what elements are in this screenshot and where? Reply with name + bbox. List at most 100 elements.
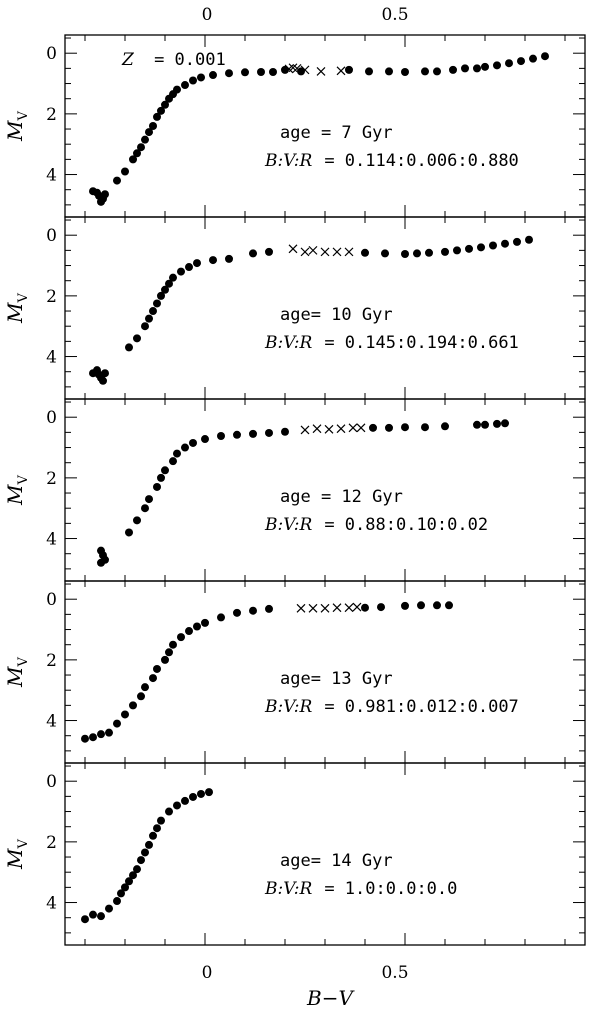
data-point bbox=[181, 796, 189, 805]
data-point bbox=[433, 67, 441, 76]
data-point bbox=[481, 420, 489, 429]
y-axis-title-main: M bbox=[3, 302, 27, 324]
y-tick-label: 4 bbox=[46, 530, 57, 550]
data-point bbox=[297, 67, 305, 76]
data-point bbox=[157, 816, 165, 825]
data-point bbox=[113, 897, 121, 906]
data-point bbox=[201, 435, 209, 444]
dot-series bbox=[81, 601, 453, 743]
data-point bbox=[185, 627, 193, 636]
ratio-label: B:V:R = 0.145:0.194:0.661 bbox=[264, 333, 519, 353]
data-point bbox=[125, 528, 133, 537]
data-point bbox=[89, 733, 97, 742]
data-point bbox=[197, 73, 205, 82]
age-label: age= 14 Gyr bbox=[280, 851, 393, 871]
data-point bbox=[185, 263, 193, 272]
data-point bbox=[129, 701, 137, 710]
data-point bbox=[461, 64, 469, 73]
metallicity-label: Z = 0.001 bbox=[121, 50, 226, 70]
cross-point bbox=[336, 66, 346, 76]
data-point bbox=[269, 68, 277, 77]
data-point bbox=[453, 246, 461, 255]
data-point bbox=[141, 848, 149, 857]
data-point bbox=[449, 65, 457, 74]
top-xtick-label-1: 0.5 bbox=[381, 5, 408, 25]
data-point bbox=[233, 608, 241, 617]
data-point bbox=[529, 54, 537, 63]
data-point bbox=[385, 423, 393, 432]
data-point bbox=[345, 65, 353, 74]
data-point bbox=[417, 601, 425, 610]
y-tick-label: 4 bbox=[46, 166, 57, 186]
data-point bbox=[201, 618, 209, 627]
y-tick-label: 0 bbox=[46, 44, 57, 64]
data-point bbox=[121, 883, 129, 892]
y-axis-title-main: M bbox=[3, 120, 27, 142]
data-point bbox=[225, 254, 233, 263]
cross-point bbox=[344, 603, 354, 613]
data-point bbox=[121, 167, 129, 176]
cross-point bbox=[300, 65, 310, 75]
data-point bbox=[177, 633, 185, 642]
y-tick-label: 0 bbox=[46, 226, 57, 246]
data-point bbox=[233, 430, 241, 439]
ratio-label: B:V:R = 1.0:0.0:0.0 bbox=[264, 879, 457, 899]
data-point bbox=[149, 831, 157, 840]
data-point bbox=[169, 640, 177, 649]
data-point bbox=[137, 692, 145, 701]
data-point bbox=[81, 734, 89, 743]
data-point bbox=[129, 155, 137, 164]
data-point bbox=[157, 106, 165, 115]
cross-point bbox=[344, 247, 354, 257]
ratio-label: B:V:R = 0.114:0.006:0.880 bbox=[264, 151, 519, 171]
data-point bbox=[365, 67, 373, 76]
y-axis-title-sub: V bbox=[16, 838, 31, 849]
age-label: age= 10 Gyr bbox=[280, 305, 393, 325]
ratio-label: B:V:R = 0.981:0.012:0.007 bbox=[264, 697, 519, 717]
data-point bbox=[161, 466, 169, 475]
cross-point bbox=[352, 602, 362, 612]
ratio-prefix: B:V:R bbox=[264, 333, 313, 353]
cross-point bbox=[336, 424, 346, 434]
data-point bbox=[145, 840, 153, 849]
data-point bbox=[241, 68, 249, 77]
data-point bbox=[145, 128, 153, 137]
y-tick-label: 4 bbox=[46, 894, 57, 914]
data-point bbox=[513, 237, 521, 246]
data-point bbox=[169, 457, 177, 466]
ratio-value: = 0.88:0.10:0.02 bbox=[324, 515, 488, 535]
data-point bbox=[97, 730, 105, 739]
data-point bbox=[153, 664, 161, 673]
x-axis-title: B−V bbox=[306, 986, 355, 1010]
data-point bbox=[125, 877, 133, 886]
data-point bbox=[217, 613, 225, 622]
data-point bbox=[133, 865, 141, 874]
data-point bbox=[157, 291, 165, 300]
data-point bbox=[105, 728, 113, 737]
data-point bbox=[165, 648, 173, 657]
data-point bbox=[493, 419, 501, 428]
top-xtick-label-0: 0 bbox=[202, 5, 213, 25]
data-point bbox=[249, 606, 257, 615]
cross-point bbox=[300, 425, 310, 435]
data-point bbox=[153, 482, 161, 491]
cross-point bbox=[292, 63, 302, 73]
dot-series bbox=[97, 419, 509, 567]
data-point bbox=[265, 604, 273, 613]
y-tick-label: 2 bbox=[46, 651, 57, 671]
data-point bbox=[97, 912, 105, 921]
ratio-value: = 1.0:0.0:0.0 bbox=[324, 879, 457, 899]
data-point bbox=[141, 683, 149, 692]
data-point bbox=[281, 65, 289, 74]
data-point bbox=[525, 235, 533, 244]
data-point bbox=[425, 248, 433, 257]
data-point bbox=[117, 889, 125, 898]
data-point bbox=[133, 149, 141, 158]
cross-point bbox=[300, 247, 310, 257]
ratio-value: = 0.145:0.194:0.661 bbox=[324, 333, 518, 353]
data-point bbox=[361, 248, 369, 257]
data-point bbox=[501, 419, 509, 428]
data-point bbox=[401, 250, 409, 259]
